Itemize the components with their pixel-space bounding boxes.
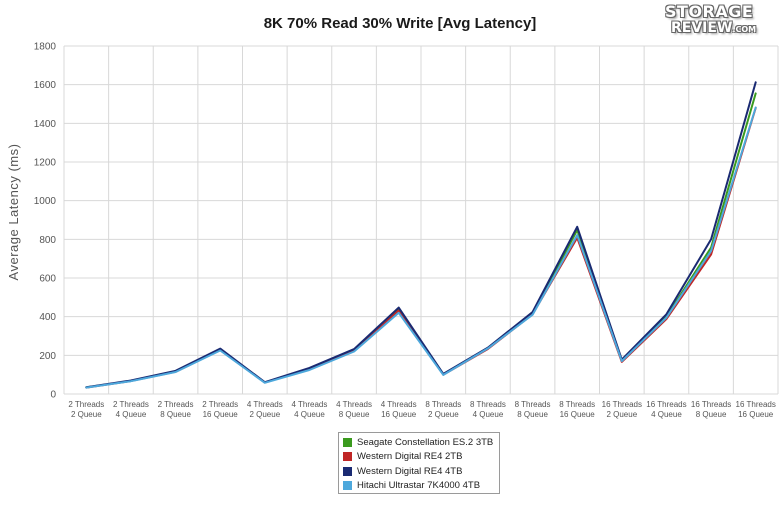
x-tick-label: 8 Threads 2 Queue (425, 400, 461, 419)
y-tick-label: 200 (39, 351, 56, 362)
legend-item: Western Digital RE4 2TB (343, 450, 495, 465)
series-line-3 (85, 81, 757, 389)
x-tick-label: 8 Threads 16 Queue (559, 400, 595, 419)
y-tick-label: 600 (39, 274, 56, 285)
x-tick-label: 4 Threads 4 Queue (292, 400, 328, 419)
legend-swatch (343, 466, 352, 476)
x-tick-label: 4 Threads 16 Queue (381, 400, 417, 419)
y-axis-label: Average Latency (ms) (6, 144, 21, 281)
y-tick-label: 1400 (34, 119, 57, 130)
x-tick-label: 8 Threads 8 Queue (515, 400, 551, 419)
legend-label: Seagate Constellation ES.2 3TB (357, 436, 494, 448)
x-tick-label: 16 Threads 2 Queue (602, 400, 642, 419)
grid (63, 45, 779, 395)
legend-item: Western Digital RE4 4TB (343, 464, 495, 479)
y-tick-label: 800 (39, 235, 56, 246)
logo-line-2: REVIEW (671, 20, 733, 36)
y-tick-label: 0 (50, 390, 56, 401)
legend-label: Hitachi Ultrastar 7K4000 4TB (357, 480, 481, 492)
x-tick-label: 16 Threads 16 Queue (736, 400, 776, 419)
legend-swatch (343, 481, 352, 491)
legend-item: Hitachi Ultrastar 7K4000 4TB (343, 479, 495, 494)
series-lines (85, 81, 757, 389)
x-tick-label: 2 Threads 8 Queue (158, 400, 194, 419)
y-axis-ticks: 0 200 400 600 800 1000 1200 1400 1600 1800 (34, 42, 57, 401)
legend-swatch (343, 437, 352, 447)
x-axis-ticks: 2 Threads 2 Queue 2 Threads 4 Queue 2 Thread… (68, 400, 775, 419)
chart-legend: Seagate Constellation ES.2 3TB Western Di… (338, 432, 500, 494)
x-tick-label: 8 Threads 4 Queue (470, 400, 506, 419)
y-tick-label: 400 (39, 312, 56, 323)
x-tick-label: 16 Threads 4 Queue (646, 400, 686, 419)
legend-item: Seagate Constellation ES.2 3TB (343, 435, 495, 450)
x-tick-label: 16 Threads 8 Queue (691, 400, 731, 419)
x-tick-label: 4 Threads 2 Queue (247, 400, 283, 419)
x-tick-label: 2 Threads 2 Queue (68, 400, 104, 419)
y-tick-label: 1200 (34, 158, 57, 169)
y-tick-label: 1600 (34, 80, 57, 91)
x-tick-label: 2 Threads 4 Queue (113, 400, 149, 419)
series-line-4 (85, 106, 757, 389)
logo-line-1: STORAGE (665, 2, 754, 21)
logo-suffix: .COM (732, 25, 757, 34)
x-tick-label: 2 Threads 16 Queue (202, 400, 238, 419)
y-tick-label: 1800 (34, 42, 57, 53)
y-tick-label: 1000 (34, 196, 57, 207)
storagereview-logo: STORAGE REVIEW.COM (665, 4, 777, 40)
legend-label: Western Digital RE4 2TB (357, 451, 463, 463)
x-tick-label: 4 Threads 8 Queue (336, 400, 372, 419)
chart-title: 8K 70% Read 30% Write [Avg Latency] (264, 15, 537, 32)
legend-label: Western Digital RE4 4TB (357, 465, 463, 477)
legend-swatch (343, 452, 352, 462)
